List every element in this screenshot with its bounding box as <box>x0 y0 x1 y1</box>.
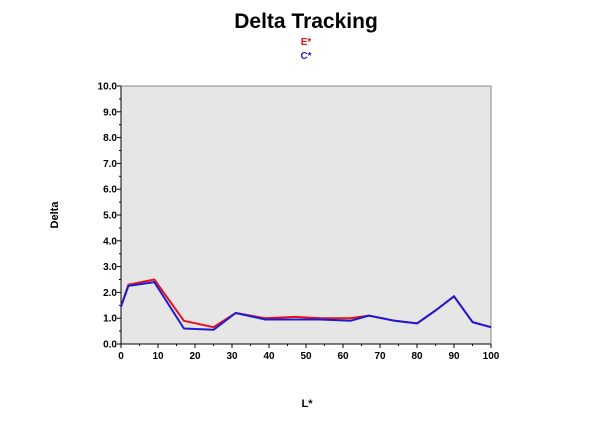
x-tick-label: 40 <box>263 351 275 362</box>
x-tick-label: 0 <box>118 351 124 362</box>
axes <box>117 85 492 348</box>
y-axis-label: Delta <box>49 201 61 229</box>
y-tick-label: 0.0 <box>103 340 117 351</box>
series-line-c <box>120 281 492 331</box>
x-tick-label: 50 <box>300 351 312 362</box>
x-tick-labels: 0 10 20 30 40 50 60 70 80 90 100 <box>118 351 500 362</box>
x-tick-label: 30 <box>226 351 238 362</box>
y-tick-label: 3.0 <box>103 262 117 273</box>
y-tick-label: 10.0 <box>98 82 118 93</box>
y-tick-label: 6.0 <box>103 185 117 196</box>
y-tick-label: 2.0 <box>103 288 117 299</box>
y-tick-label: 1.0 <box>103 314 117 325</box>
y-tick-label: 5.0 <box>103 211 117 222</box>
x-tick-label: 70 <box>374 351 386 362</box>
x-tick-label: 10 <box>152 351 164 362</box>
x-tick-label: 20 <box>189 351 201 362</box>
plot-area <box>120 85 492 345</box>
y-tick-label: 4.0 <box>103 236 117 247</box>
series-lines <box>120 278 492 331</box>
y-tick-labels: 0.0 1.0 2.0 3.0 4.0 5.0 6.0 7.0 8.0 9.0 10.0 <box>98 82 118 351</box>
x-tick-label: 100 <box>483 351 500 362</box>
x-tick-label: 60 <box>337 351 349 362</box>
x-tick-label: 80 <box>411 351 423 362</box>
chart-title: Delta Tracking <box>234 10 378 33</box>
y-tick-label: 8.0 <box>103 133 117 144</box>
legend-item: E* <box>301 37 312 48</box>
legend-item: C* <box>300 51 311 62</box>
legend: E* C* <box>300 37 311 62</box>
y-tick-label: 9.0 <box>103 107 117 118</box>
x-axis-label: L* <box>302 398 314 410</box>
x-tick-label: 90 <box>448 351 460 362</box>
y-tick-label: 7.0 <box>103 159 117 170</box>
